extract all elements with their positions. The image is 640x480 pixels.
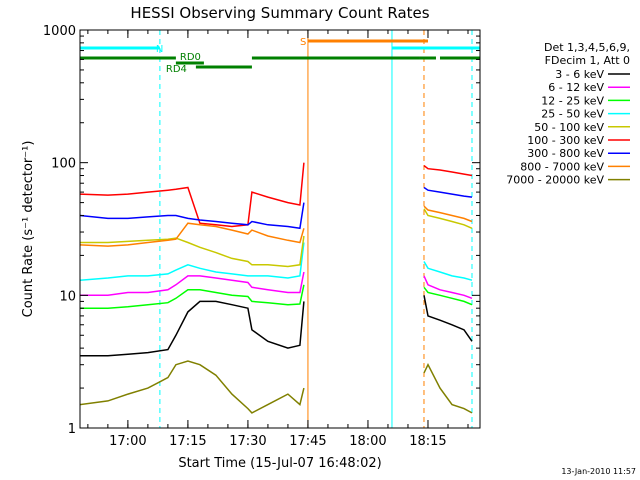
legend-header-line-1: Det 1,3,4,5,6,9, (544, 41, 630, 54)
series-line-0 (80, 295, 473, 357)
series-line-3 (80, 242, 473, 281)
legend-header-line-2: FDecim 1, Att 0 (545, 54, 630, 67)
flag-label-3: RD4 (166, 64, 187, 75)
legend-label-2: 12 - 25 keV (541, 94, 604, 107)
x-tick-label-4: 18:00 (349, 434, 386, 449)
generation-timestamp: 13-Jan-2010 11:57 (561, 467, 636, 476)
series-line-5 (80, 162, 473, 228)
x-tick-label-0: 17:00 (109, 434, 146, 449)
y-tick-label-1: 10 (59, 289, 76, 304)
x-tick-label-1: 17:15 (169, 434, 206, 449)
y-tick-label-3: 1000 (43, 24, 76, 39)
y-axis-label: Count Rate (s⁻¹ detector⁻¹) (21, 141, 36, 318)
flag-label-1: S (300, 37, 306, 48)
legend-label-0: 3 - 6 keV (555, 68, 604, 81)
y-tick-label-0: 1 (68, 422, 76, 437)
series-line-2 (80, 284, 473, 309)
series-line-1 (80, 271, 473, 300)
legend-label-7: 800 - 7000 keV (520, 160, 604, 173)
series-line-7 (80, 205, 473, 247)
legend-label-8: 7000 - 20000 keV (506, 174, 604, 187)
y-axis-ticks: 1 10 100 1000 (43, 24, 480, 437)
legend-label-1: 6 - 12 keV (548, 81, 604, 94)
plot-frame (79, 29, 481, 429)
chart-title: HESSI Observing Summary Count Rates (130, 4, 429, 22)
series-line-4 (80, 208, 473, 268)
x-tick-label-3: 17:45 (289, 434, 326, 449)
legend-label-5: 100 - 300 keV (527, 134, 604, 147)
x-tick-label-2: 17:30 (229, 434, 266, 449)
x-tick-label-5: 18:15 (409, 434, 446, 449)
flag-label-0: N (156, 44, 163, 55)
x-axis-ticks: 17:00 17:15 17:30 17:45 18:00 18:15 (87, 30, 469, 449)
count-rate-series (80, 162, 473, 414)
y-tick-label-2: 100 (51, 157, 76, 172)
series-line-8 (80, 360, 473, 414)
flag-label-2: RD0 (180, 52, 201, 63)
time-markers (80, 30, 473, 428)
x-axis-label: Start Time (15-Jul-07 16:48:02) (178, 456, 381, 471)
legend-label-4: 50 - 100 keV (534, 121, 604, 134)
legend-label-3: 25 - 50 keV (541, 108, 604, 121)
series-line-6 (80, 186, 473, 230)
legend-label-6: 300 - 800 keV (527, 147, 604, 160)
legend: Det 1,3,4,5,6,9, FDecim 1, Att 0 3 - 6 k… (506, 41, 630, 187)
